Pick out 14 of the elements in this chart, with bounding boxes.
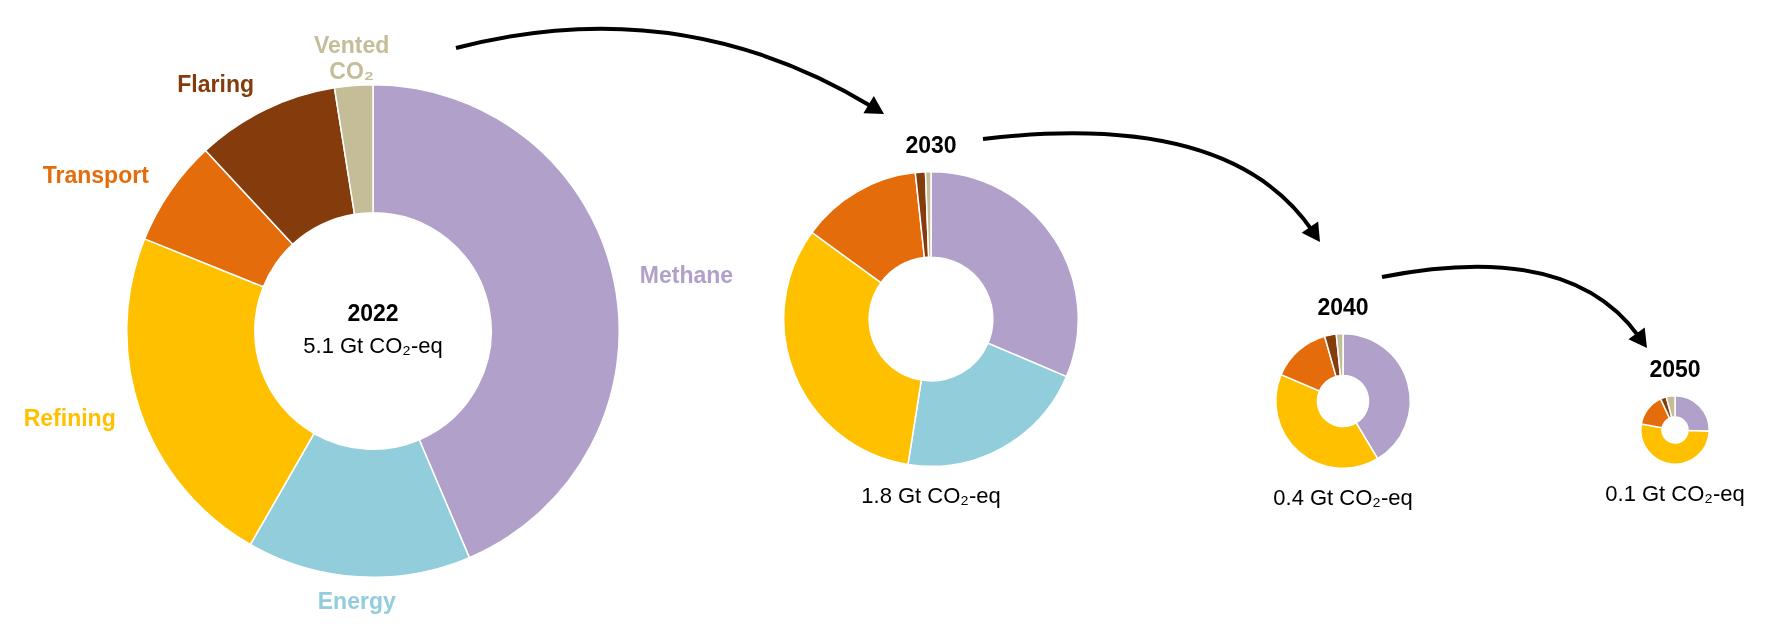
chart-title: 2030 — [905, 132, 957, 159]
chart-title: 2050 — [1649, 356, 1701, 383]
slice-label: Flaring — [177, 71, 254, 98]
text: 1.8 Gt CO₂-eq — [861, 483, 1001, 509]
text: 0.4 Gt CO₂-eq — [1273, 485, 1413, 511]
chart-title: 2040 — [1317, 294, 1369, 321]
slice-label: Vented CO₂ — [313, 31, 390, 84]
text: 0.1 Gt CO₂-eq — [1605, 481, 1745, 507]
slice-label: Energy — [317, 588, 396, 615]
text: 5.1 Gt CO₂-eq — [303, 333, 443, 359]
slice-label: Refining — [23, 405, 116, 432]
slice-label: Transport — [42, 161, 150, 188]
text: 2022 — [347, 300, 399, 327]
slice-label: Methane — [639, 261, 734, 288]
